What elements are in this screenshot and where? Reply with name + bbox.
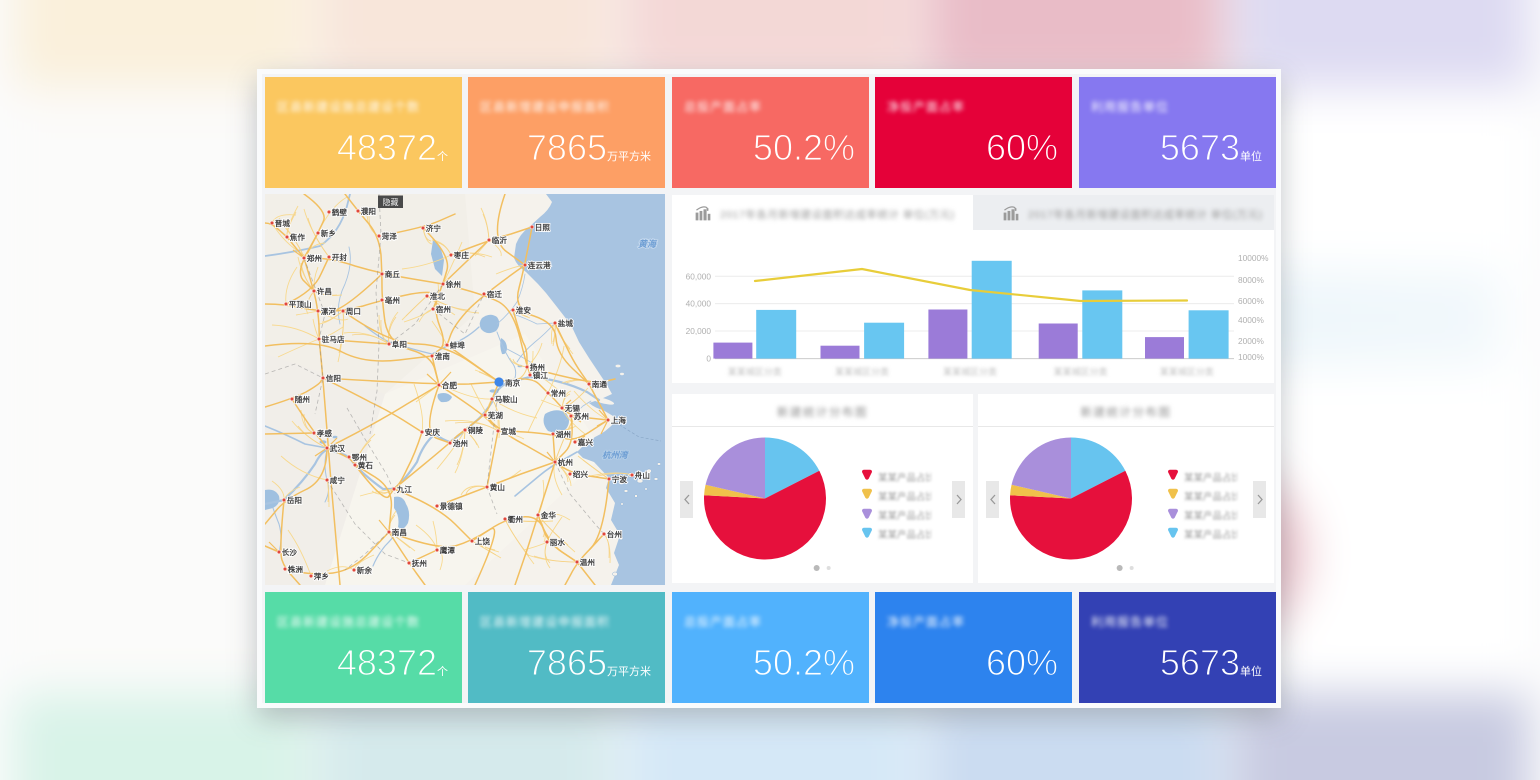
svg-text:黄海: 黄海 xyxy=(638,239,658,249)
svg-text:郑州: 郑州 xyxy=(307,253,322,263)
svg-text:南昌: 南昌 xyxy=(392,527,407,537)
svg-text:黄石: 黄石 xyxy=(358,460,374,470)
svg-text:苏州: 苏州 xyxy=(574,411,589,421)
svg-text:芜湖: 芜湖 xyxy=(488,410,504,420)
svg-text:周口: 周口 xyxy=(346,307,361,316)
svg-text:常州: 常州 xyxy=(551,388,566,398)
svg-text:40,000: 40,000 xyxy=(686,299,712,309)
svg-text:淮南: 淮南 xyxy=(435,351,451,361)
svg-text:某某城区分类: 某某城区分类 xyxy=(1160,366,1214,377)
svg-text:开封: 开封 xyxy=(332,252,348,262)
svg-text:徐州: 徐州 xyxy=(445,279,461,289)
svg-text:10000%: 10000% xyxy=(1238,253,1269,263)
svg-text:焦作: 焦作 xyxy=(290,232,306,242)
svg-text:4000%: 4000% xyxy=(1238,315,1264,325)
svg-text:株洲: 株洲 xyxy=(288,564,304,574)
svg-text:马鞍山: 马鞍山 xyxy=(495,394,518,404)
svg-text:鹰潭: 鹰潭 xyxy=(440,545,456,555)
svg-text:0: 0 xyxy=(706,354,711,364)
svg-text:20,000: 20,000 xyxy=(686,326,712,336)
svg-text:新余: 新余 xyxy=(357,565,373,575)
svg-text:南京: 南京 xyxy=(505,378,521,388)
svg-text:湖州: 湖州 xyxy=(556,429,571,439)
svg-text:60,000: 60,000 xyxy=(686,271,712,281)
svg-text:平顶山: 平顶山 xyxy=(289,299,312,309)
svg-text:杭州: 杭州 xyxy=(558,457,573,467)
svg-text:新乡: 新乡 xyxy=(321,228,336,238)
svg-text:濮阳: 濮阳 xyxy=(361,206,377,216)
svg-text:武汉: 武汉 xyxy=(330,443,346,453)
svg-text:绍兴: 绍兴 xyxy=(573,469,589,479)
svg-text:许昌: 许昌 xyxy=(317,286,332,296)
svg-text:枣庄: 枣庄 xyxy=(453,250,470,260)
svg-text:淮安: 淮安 xyxy=(516,305,532,315)
svg-text:连云港: 连云港 xyxy=(528,260,551,270)
svg-text:驻马店: 驻马店 xyxy=(322,334,345,344)
svg-text:宣城: 宣城 xyxy=(501,426,517,436)
svg-text:商丘: 商丘 xyxy=(385,269,401,279)
svg-text:岳阳: 岳阳 xyxy=(287,495,303,505)
svg-text:咸宁: 咸宁 xyxy=(330,475,346,485)
svg-text:孝感: 孝感 xyxy=(316,428,333,438)
svg-text:上饶: 上饶 xyxy=(475,536,491,546)
svg-text:宁波: 宁波 xyxy=(612,474,628,484)
svg-text:抚州: 抚州 xyxy=(412,558,427,568)
svg-text:黄山: 黄山 xyxy=(490,482,505,492)
svg-text:杭州湾: 杭州湾 xyxy=(602,450,629,460)
svg-text:无锡: 无锡 xyxy=(564,403,581,413)
svg-text:某某城区分类: 某某城区分类 xyxy=(1053,366,1107,377)
svg-text:宿州: 宿州 xyxy=(436,304,451,314)
svg-text:漯河: 漯河 xyxy=(321,306,337,316)
svg-text:景德镇: 景德镇 xyxy=(440,501,463,511)
svg-text:随州: 随州 xyxy=(295,394,310,404)
svg-text:济宁: 济宁 xyxy=(426,223,442,233)
svg-text:安庆: 安庆 xyxy=(425,427,441,437)
svg-text:合肥: 合肥 xyxy=(442,380,458,390)
svg-text:2000%: 2000% xyxy=(1238,336,1264,346)
svg-text:上海: 上海 xyxy=(611,415,627,425)
svg-text:长沙: 长沙 xyxy=(282,547,298,557)
svg-text:6000%: 6000% xyxy=(1238,296,1264,306)
svg-text:临沂: 临沂 xyxy=(492,235,508,245)
svg-text:盐城: 盐城 xyxy=(558,318,574,328)
svg-text:池州: 池州 xyxy=(453,438,468,448)
svg-text:嘉兴: 嘉兴 xyxy=(577,437,594,447)
svg-text:淮北: 淮北 xyxy=(430,291,446,301)
svg-text:丽水: 丽水 xyxy=(550,537,566,547)
svg-text:台州: 台州 xyxy=(607,529,622,539)
svg-text:隐藏: 隐藏 xyxy=(383,197,399,207)
svg-text:晋城: 晋城 xyxy=(275,218,291,228)
svg-text:日照: 日照 xyxy=(535,223,551,232)
svg-text:某某城区分类: 某某城区分类 xyxy=(835,366,889,377)
svg-text:萍乡: 萍乡 xyxy=(314,571,329,581)
svg-text:蚌埠: 蚌埠 xyxy=(450,340,466,350)
svg-text:宿迁: 宿迁 xyxy=(487,289,503,299)
svg-text:镇江: 镇江 xyxy=(533,370,549,380)
svg-text:南通: 南通 xyxy=(592,379,608,389)
svg-text:鹤壁: 鹤壁 xyxy=(332,207,348,217)
svg-text:1000%: 1000% xyxy=(1238,352,1264,362)
svg-text:九江: 九江 xyxy=(396,484,413,494)
svg-text:铜陵: 铜陵 xyxy=(468,425,484,435)
svg-text:某某城区分类: 某某城区分类 xyxy=(943,366,997,377)
svg-text:信阳: 信阳 xyxy=(326,373,342,383)
svg-text:8000%: 8000% xyxy=(1238,275,1264,285)
svg-text:鄂州: 鄂州 xyxy=(352,452,367,462)
svg-text:某某城区分类: 某某城区分类 xyxy=(728,366,782,377)
svg-text:亳州: 亳州 xyxy=(385,295,400,305)
svg-text:阜阳: 阜阳 xyxy=(392,339,408,349)
svg-text:菏泽: 菏泽 xyxy=(382,231,398,241)
svg-text:温州: 温州 xyxy=(580,557,595,567)
svg-text:金华: 金华 xyxy=(540,510,557,520)
svg-text:扬州: 扬州 xyxy=(530,362,545,372)
svg-text:舟山: 舟山 xyxy=(635,470,650,480)
svg-text:衢州: 衢州 xyxy=(508,514,523,524)
